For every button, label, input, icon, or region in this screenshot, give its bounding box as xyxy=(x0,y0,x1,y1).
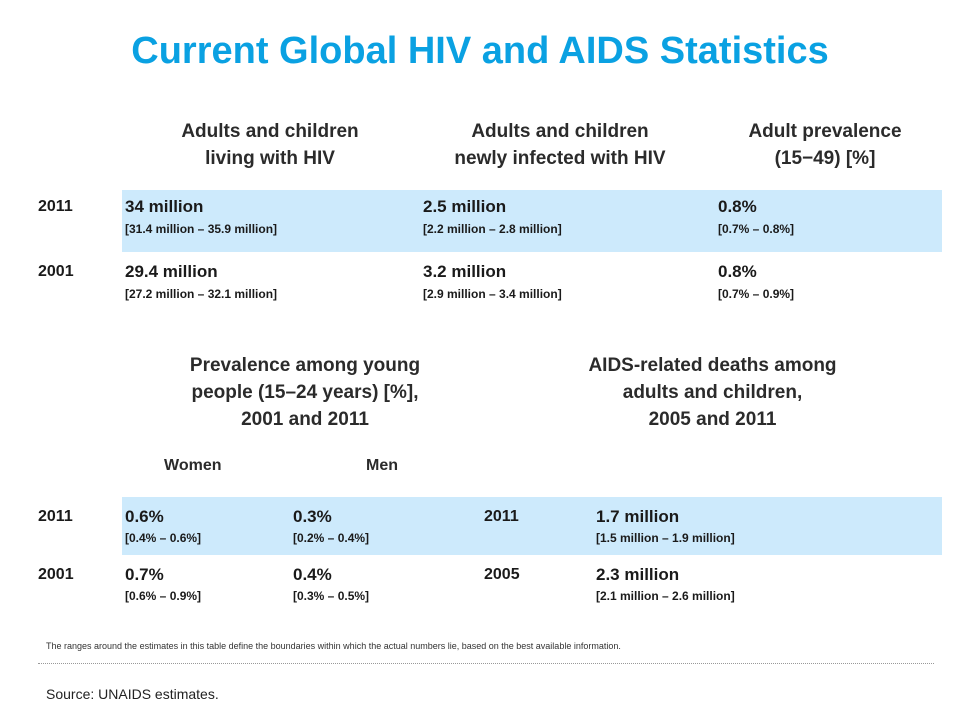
table-row-band xyxy=(122,497,942,555)
divider xyxy=(38,663,934,664)
header-adult-prevalence: Adult prevalence (15−49) [%] xyxy=(700,118,950,172)
cell-range: [0.7% – 0.9%] xyxy=(718,287,795,301)
cell-value: 0.7% xyxy=(125,565,164,584)
header-prevalence-young: Prevalence among young people (15–24 yea… xyxy=(130,352,480,433)
cell-range: [27.2 million – 32.1 million] xyxy=(125,287,278,301)
cell-range: [1.5 million – 1.9 million] xyxy=(596,531,735,545)
header-line: Adults and children xyxy=(181,121,359,142)
header-line: newly infected with HIV xyxy=(454,148,666,169)
header-newly-infected: Adults and children newly infected with … xyxy=(410,118,710,172)
men-label: Men xyxy=(366,457,398,474)
cell-range: [2.2 million – 2.8 million] xyxy=(423,222,562,236)
header-line: Adult prevalence xyxy=(748,121,902,142)
cell-value: 0.6% xyxy=(125,507,164,526)
header-line: people (15–24 years) [%], xyxy=(191,382,419,403)
cell-value: 0.3% xyxy=(293,507,332,526)
cell-range: [0.7% – 0.8%] xyxy=(718,222,795,236)
cell-value: 0.4% xyxy=(293,565,332,584)
table-row-band xyxy=(122,190,942,252)
source-note: Source: UNAIDS estimates. xyxy=(46,686,219,702)
cell-range: [31.4 million – 35.9 million] xyxy=(125,222,278,236)
header-line: 2001 and 2011 xyxy=(241,409,369,430)
cell-value: 0.8% xyxy=(718,262,757,281)
header-living-with-hiv: Adults and children living with HIV xyxy=(120,118,420,172)
header-line: (15−49) [%] xyxy=(774,148,876,169)
cell-value: 2.3 million xyxy=(596,565,680,584)
cell-range: [0.4% – 0.6%] xyxy=(125,531,202,545)
header-line: AIDS-related deaths among xyxy=(588,355,837,376)
header-line: living with HIV xyxy=(205,148,335,169)
row-year: 2005 xyxy=(484,566,520,583)
cell-value: 3.2 million xyxy=(423,262,507,281)
women-label: Women xyxy=(164,457,222,474)
row-year: 2011 xyxy=(38,198,73,215)
cell-range: [2.1 million – 2.6 million] xyxy=(596,589,735,603)
cell-range: [0.2% – 0.4%] xyxy=(293,531,370,545)
header-line: adults and children, xyxy=(622,382,803,403)
page-title: Current Global HIV and AIDS Statistics xyxy=(131,30,829,72)
header-aids-deaths: AIDS-related deaths among adults and chi… xyxy=(500,352,925,433)
row-year: 2011 xyxy=(484,508,519,525)
header-line: Prevalence among young xyxy=(189,355,421,376)
cell-range: [0.3% – 0.5%] xyxy=(293,589,370,603)
cell-value: 29.4 million xyxy=(125,262,218,281)
header-line: 2005 and 2011 xyxy=(648,409,777,430)
cell-range: [2.9 million – 3.4 million] xyxy=(423,287,562,301)
cell-value: 1.7 million xyxy=(596,507,680,526)
cell-value: 34 million xyxy=(125,197,204,216)
cell-value: 2.5 million xyxy=(423,197,507,216)
row-year: 2001 xyxy=(38,263,74,280)
cell-value: 0.8% xyxy=(718,197,757,216)
footnote: The ranges around the estimates in this … xyxy=(46,641,621,651)
row-year: 2011 xyxy=(38,508,73,525)
row-year: 2001 xyxy=(38,566,74,583)
header-line: Adults and children xyxy=(471,121,649,142)
cell-range: [0.6% – 0.9%] xyxy=(125,589,202,603)
